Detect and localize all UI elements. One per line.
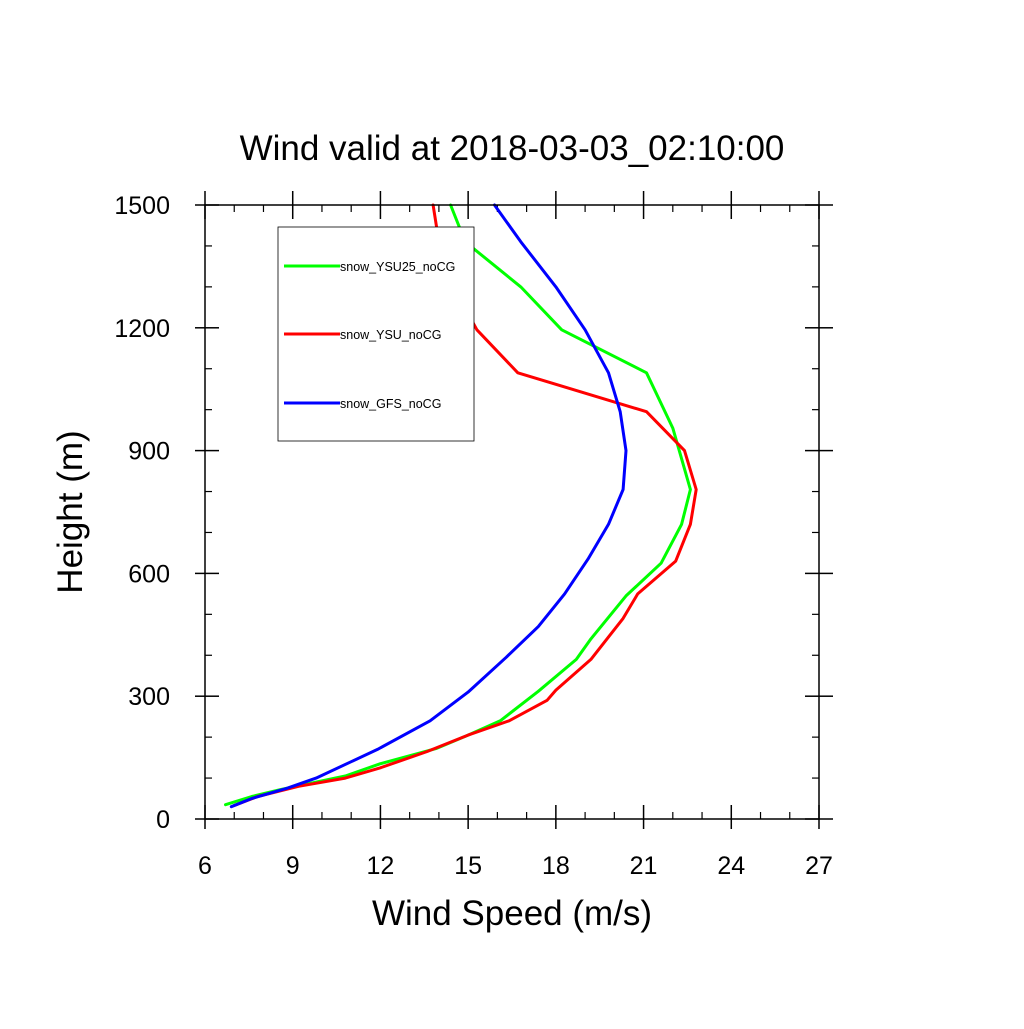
y-tick-label: 1200	[114, 315, 170, 343]
series-line-snow_GFS_noCG	[229, 203, 628, 809]
y-tick-label: 0	[156, 806, 170, 834]
x-tick-label: 21	[630, 852, 658, 880]
legend-label: snow_YSU25_noCG	[340, 260, 455, 274]
plot-frame	[204, 204, 820, 820]
x-tick-label: 18	[542, 852, 570, 880]
chart-title: Wind valid at 2018-03-03_02:10:00	[240, 129, 785, 168]
x-tick-label: 6	[198, 852, 212, 880]
tick-labels: 6 9 12 15 18 21 24 27 0 300 600 900 1200 1500	[114, 192, 833, 880]
series-line-snow_YSU_noCG	[232, 203, 698, 807]
y-tick-label: 900	[128, 438, 170, 466]
y-axis-label: Height (m)	[51, 430, 90, 593]
legend-label: snow_GFS_noCG	[340, 397, 441, 411]
major-ticks	[195, 191, 833, 829]
x-tick-label: 27	[805, 852, 833, 880]
x-tick-label: 9	[286, 852, 300, 880]
y-tick-label: 300	[128, 683, 170, 711]
y-tick-label: 1500	[114, 192, 170, 220]
x-axis-label: Wind Speed (m/s)	[372, 894, 652, 933]
series-line-snow_YSU25_noCG	[224, 203, 692, 807]
y-tick-label: 600	[128, 560, 170, 588]
x-tick-label: 15	[454, 852, 482, 880]
legend-label: snow_YSU_noCG	[340, 328, 441, 342]
legend: snow_YSU25_noCG snow_YSU_noCG snow_GFS_noC…	[277, 226, 475, 442]
x-tick-label: 12	[367, 852, 395, 880]
series-lines	[224, 203, 698, 809]
x-tick-label: 24	[717, 852, 745, 880]
